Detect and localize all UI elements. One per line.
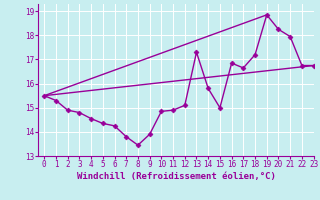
X-axis label: Windchill (Refroidissement éolien,°C): Windchill (Refroidissement éolien,°C) bbox=[76, 172, 276, 181]
